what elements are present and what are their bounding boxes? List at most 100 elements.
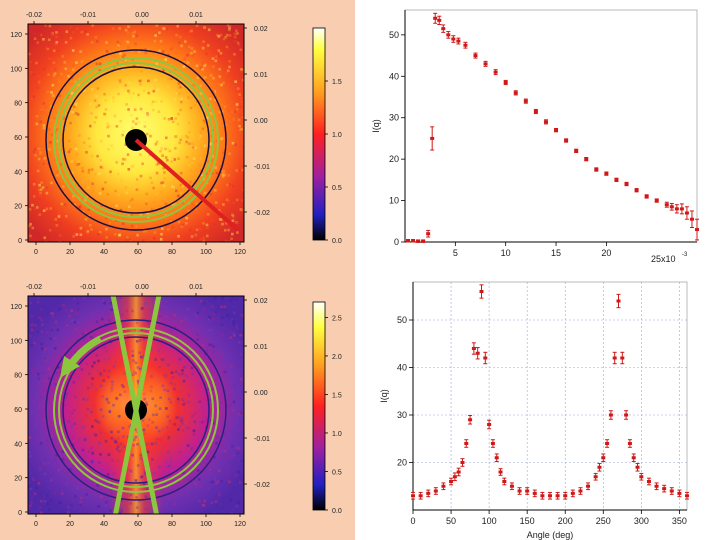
- data-point: [679, 207, 684, 211]
- sector-line-2: [113, 296, 162, 514]
- x-tick-label: 10: [501, 248, 511, 258]
- data-point: [411, 239, 416, 243]
- y-tick-label: 40: [397, 363, 407, 373]
- data-point: [517, 489, 522, 493]
- radial-direction-arrow: [134, 138, 240, 232]
- colorbar-tick-label: 0.0: [332, 508, 342, 515]
- x-scale-label: 25x10: [651, 254, 676, 264]
- colorbar-tick-label: 2.0: [332, 354, 342, 361]
- data-point: [646, 480, 651, 483]
- right-tick-label: -0.01: [254, 164, 270, 171]
- data-point: [563, 494, 568, 498]
- left-tick-label: 80: [14, 101, 22, 108]
- bottom-tick-label: 20: [66, 521, 74, 528]
- data-point: [483, 62, 488, 66]
- left-tick-label: 120: [10, 32, 22, 39]
- data-point: [411, 494, 415, 498]
- data-point: [664, 203, 669, 207]
- data-point: [631, 456, 636, 460]
- data-point: [584, 157, 589, 161]
- data-point: [464, 442, 469, 445]
- y-tick-label: 50: [389, 30, 399, 40]
- data-point: [509, 484, 514, 488]
- heatmap-frame: [27, 295, 245, 515]
- colorbar-tick-label: 1.5: [332, 79, 342, 86]
- data-point: [446, 33, 451, 37]
- colorbar-tick-label: 1.0: [332, 431, 342, 438]
- sector-lines: [110, 296, 162, 514]
- isotropic-heatmap-noise: [28, 24, 244, 242]
- data-point: [498, 470, 503, 474]
- data-point: [416, 239, 421, 243]
- data-point: [479, 290, 484, 293]
- data-point: [487, 423, 492, 426]
- top-tick-label: -0.01: [80, 12, 96, 19]
- top-tick-label: 0.00: [135, 284, 149, 291]
- data-point: [451, 37, 456, 41]
- left-tick-label: 40: [14, 169, 22, 176]
- data-point: [532, 491, 537, 495]
- data-point: [605, 442, 610, 445]
- data-point: [564, 139, 569, 142]
- bottom-tick-label: 40: [100, 521, 108, 528]
- azimuthal-arrow-head: [60, 356, 80, 378]
- data-point: [644, 194, 649, 198]
- data-point: [578, 489, 583, 493]
- data-point: [473, 54, 478, 58]
- bottom-tick-label: 60: [134, 521, 142, 528]
- data-point: [654, 484, 659, 488]
- data-point: [635, 465, 640, 469]
- bottom-tick-label: 0: [34, 249, 38, 256]
- left-tick-label: 0: [18, 510, 22, 517]
- top-tick-label: 0.01: [189, 284, 203, 291]
- azimuthal-profile-chart: 0 50 100 150 200 250 300 350 20 30 40 50 I(q) Angle (…: [379, 281, 689, 540]
- data-point: [677, 491, 682, 495]
- right-tick-label: -0.01: [254, 436, 270, 443]
- data-point: [441, 27, 446, 31]
- left-tick-label: 100: [10, 66, 22, 73]
- x-tick-label: 350: [672, 516, 687, 526]
- data-point: [548, 494, 552, 498]
- data-point: [674, 207, 679, 211]
- top-tick-label: -0.02: [26, 284, 42, 291]
- x-tick-label: 150: [520, 516, 535, 526]
- x-tick-label: 300: [634, 516, 649, 526]
- bottom-tick-label: 120: [234, 521, 246, 528]
- top-tick-label: -0.01: [80, 284, 96, 291]
- y-tick-label: 10: [389, 196, 399, 206]
- radial-profile-chart: 5 10 15 20 0 10 20 30 40 50 I(q) 25x10 -3: [371, 9, 699, 264]
- data-point: [593, 475, 598, 479]
- x-tick-label: 200: [558, 516, 573, 526]
- data-point: [460, 461, 465, 464]
- left-tick-label: 100: [10, 338, 22, 345]
- data-point: [493, 70, 498, 74]
- right-tick-label: 0.02: [254, 298, 268, 305]
- right-tick-label: 0.00: [254, 118, 268, 125]
- data-point: [543, 120, 548, 124]
- data-point: [406, 239, 411, 243]
- y-tick-label: 0: [394, 237, 399, 247]
- colorbar-tick-label: 0.5: [332, 185, 342, 192]
- y-tick-label: 30: [397, 410, 407, 420]
- x-tick-label: 0: [410, 516, 415, 526]
- data-point: [494, 456, 499, 460]
- green-integration-ring-outer: [53, 57, 219, 223]
- data-point: [533, 110, 538, 113]
- bottom-tick-label: 100: [200, 249, 212, 256]
- colorbar-tick-label: 1.0: [332, 132, 342, 139]
- data-point: [437, 18, 442, 22]
- data-point: [627, 442, 632, 445]
- data-point: [426, 232, 431, 236]
- data-point: [433, 489, 438, 493]
- top-tick-label: 0.01: [189, 12, 203, 19]
- data-point: [430, 136, 435, 140]
- data-point: [525, 489, 530, 493]
- data-point: [597, 465, 602, 469]
- data-point: [449, 480, 454, 483]
- data-point: [669, 489, 674, 493]
- heatmap-frame: [27, 23, 245, 243]
- oriented-saxs-svg: 120 100 80 60 40 20 0 0 20 40 60 80 100 120 -0.02 -0.01…: [10, 284, 342, 528]
- x-tick-label: 250: [596, 516, 611, 526]
- colorbar-tick-label: 2.5: [332, 315, 342, 322]
- bottom-tick-label: 80: [168, 521, 176, 528]
